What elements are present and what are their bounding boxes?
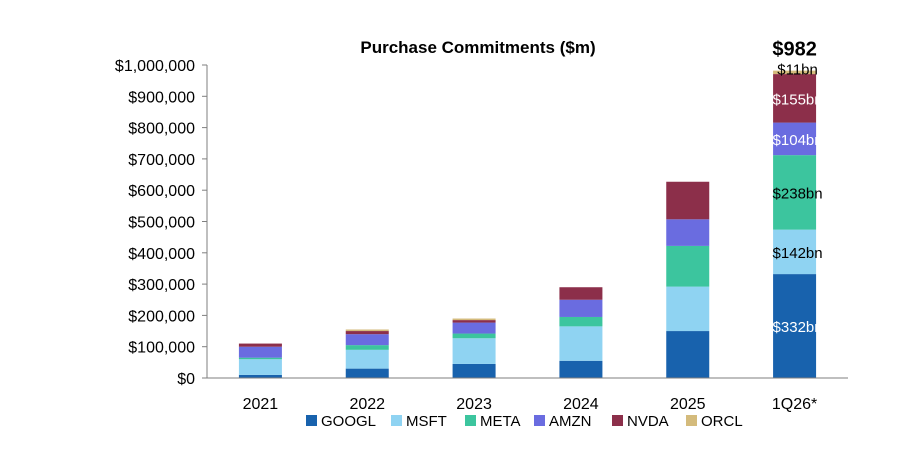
bar-segment-nvda-2022	[345, 331, 389, 335]
bar-segment-meta-1q26	[773, 155, 817, 230]
y-axis: $0 $100,000 $200,000 $300,000 $400,000 $500,0…	[115, 58, 208, 388]
segment-labels: $332bn $142bn $238bn $104bn $155bn $11bn	[773, 62, 823, 336]
legend-label-nvda: NVDA	[627, 413, 669, 430]
y-tick-label: $0	[177, 371, 195, 388]
legend-label-googl: GOOGL	[321, 413, 376, 430]
bar-segment-googl-2022	[345, 368, 389, 378]
y-tick-label: $400,000	[128, 246, 195, 263]
bar-segment-googl-2023	[452, 363, 496, 378]
chart-title: Purchase Commitments ($m)	[360, 38, 595, 57]
legend-swatch-orcl	[686, 415, 697, 426]
bar-segment-nvda-2023	[452, 320, 496, 323]
x-tick-label: 2025	[670, 396, 706, 413]
bar-segment-nvda-2024	[559, 287, 603, 300]
y-tick-label: $900,000	[128, 89, 195, 106]
y-tick-label: $700,000	[128, 152, 195, 169]
legend-swatch-amzn	[534, 415, 545, 426]
bar-segment-amzn-2025	[666, 219, 710, 246]
bar-segment-meta-2021	[238, 357, 282, 360]
legend-label-meta: META	[480, 413, 521, 430]
bar-segment-msft-2023	[452, 338, 496, 364]
bar-segment-googl-2024	[559, 360, 603, 378]
x-axis: 2021 2022 2023 2024 2025 1Q26*	[207, 377, 848, 413]
data-label-orcl: $11bn	[777, 62, 818, 79]
legend-swatch-nvda	[612, 415, 623, 426]
legend-label-msft: MSFT	[406, 413, 447, 430]
bar-segment-nvda-2025	[666, 181, 710, 220]
bar-segment-msft-2025	[666, 286, 710, 332]
legend: GOOGL MSFT META AMZN NVDA ORCL	[306, 413, 743, 430]
bar-segment-meta-2023	[452, 333, 496, 339]
bar-segment-meta-2024	[559, 316, 603, 327]
x-tick-label: 2024	[563, 396, 599, 413]
bars: $982	[238, 39, 817, 378]
legend-label-orcl: ORCL	[701, 413, 743, 430]
x-tick-label: 2023	[456, 396, 492, 413]
legend-swatch-msft	[391, 415, 402, 426]
y-tick-label: $600,000	[128, 183, 195, 200]
data-label-msft: $142bn	[773, 245, 823, 262]
bar-segment-googl-2025	[666, 331, 710, 378]
total-value-label: $982	[772, 39, 817, 61]
data-label-nvda: $155bn	[773, 91, 823, 108]
bar-segment-msft-1q26	[773, 229, 817, 275]
data-label-meta: $238bn	[773, 185, 823, 202]
legend-swatch-googl	[306, 415, 317, 426]
bar-segment-orcl-2022	[345, 329, 389, 332]
y-tick-label: $300,000	[128, 277, 195, 294]
x-tick-label: 1Q26*	[772, 396, 817, 413]
y-tick-label: $1,000,000	[115, 58, 195, 75]
bar-segment-amzn-2023	[452, 322, 496, 334]
x-tick-label: 2022	[349, 396, 385, 413]
y-tick-label: $100,000	[128, 340, 195, 357]
y-tick-label: $500,000	[128, 215, 195, 232]
bar-segment-amzn-2022	[345, 334, 389, 346]
legend-label-amzn: AMZN	[549, 413, 592, 430]
legend-swatch-meta	[465, 415, 476, 426]
bar-segment-amzn-2021	[238, 346, 282, 358]
data-label-googl: $332bn	[773, 319, 823, 336]
bar-segment-googl-2021	[238, 374, 282, 378]
y-tick-label: $200,000	[128, 308, 195, 325]
bar-segment-amzn-1q26	[773, 122, 817, 156]
data-label-amzn: $104bn	[773, 132, 823, 149]
bar-segment-orcl-1q26	[773, 70, 817, 75]
bar-segment-googl-1q26	[773, 274, 817, 378]
bar-segment-nvda-1q26	[773, 74, 817, 123]
y-tick-label: $800,000	[128, 121, 195, 138]
bar-segment-msft-2024	[559, 326, 603, 361]
bar-segment-meta-2022	[345, 345, 389, 350]
bar-segment-nvda-2021	[238, 343, 282, 347]
bar-segment-msft-2022	[345, 349, 389, 369]
bar-segment-amzn-2024	[559, 299, 603, 317]
bar-segment-orcl-2023	[452, 318, 496, 321]
x-tick-label: 2021	[243, 396, 279, 413]
bar-segment-msft-2021	[238, 359, 282, 375]
bar-segment-meta-2025	[666, 245, 710, 287]
